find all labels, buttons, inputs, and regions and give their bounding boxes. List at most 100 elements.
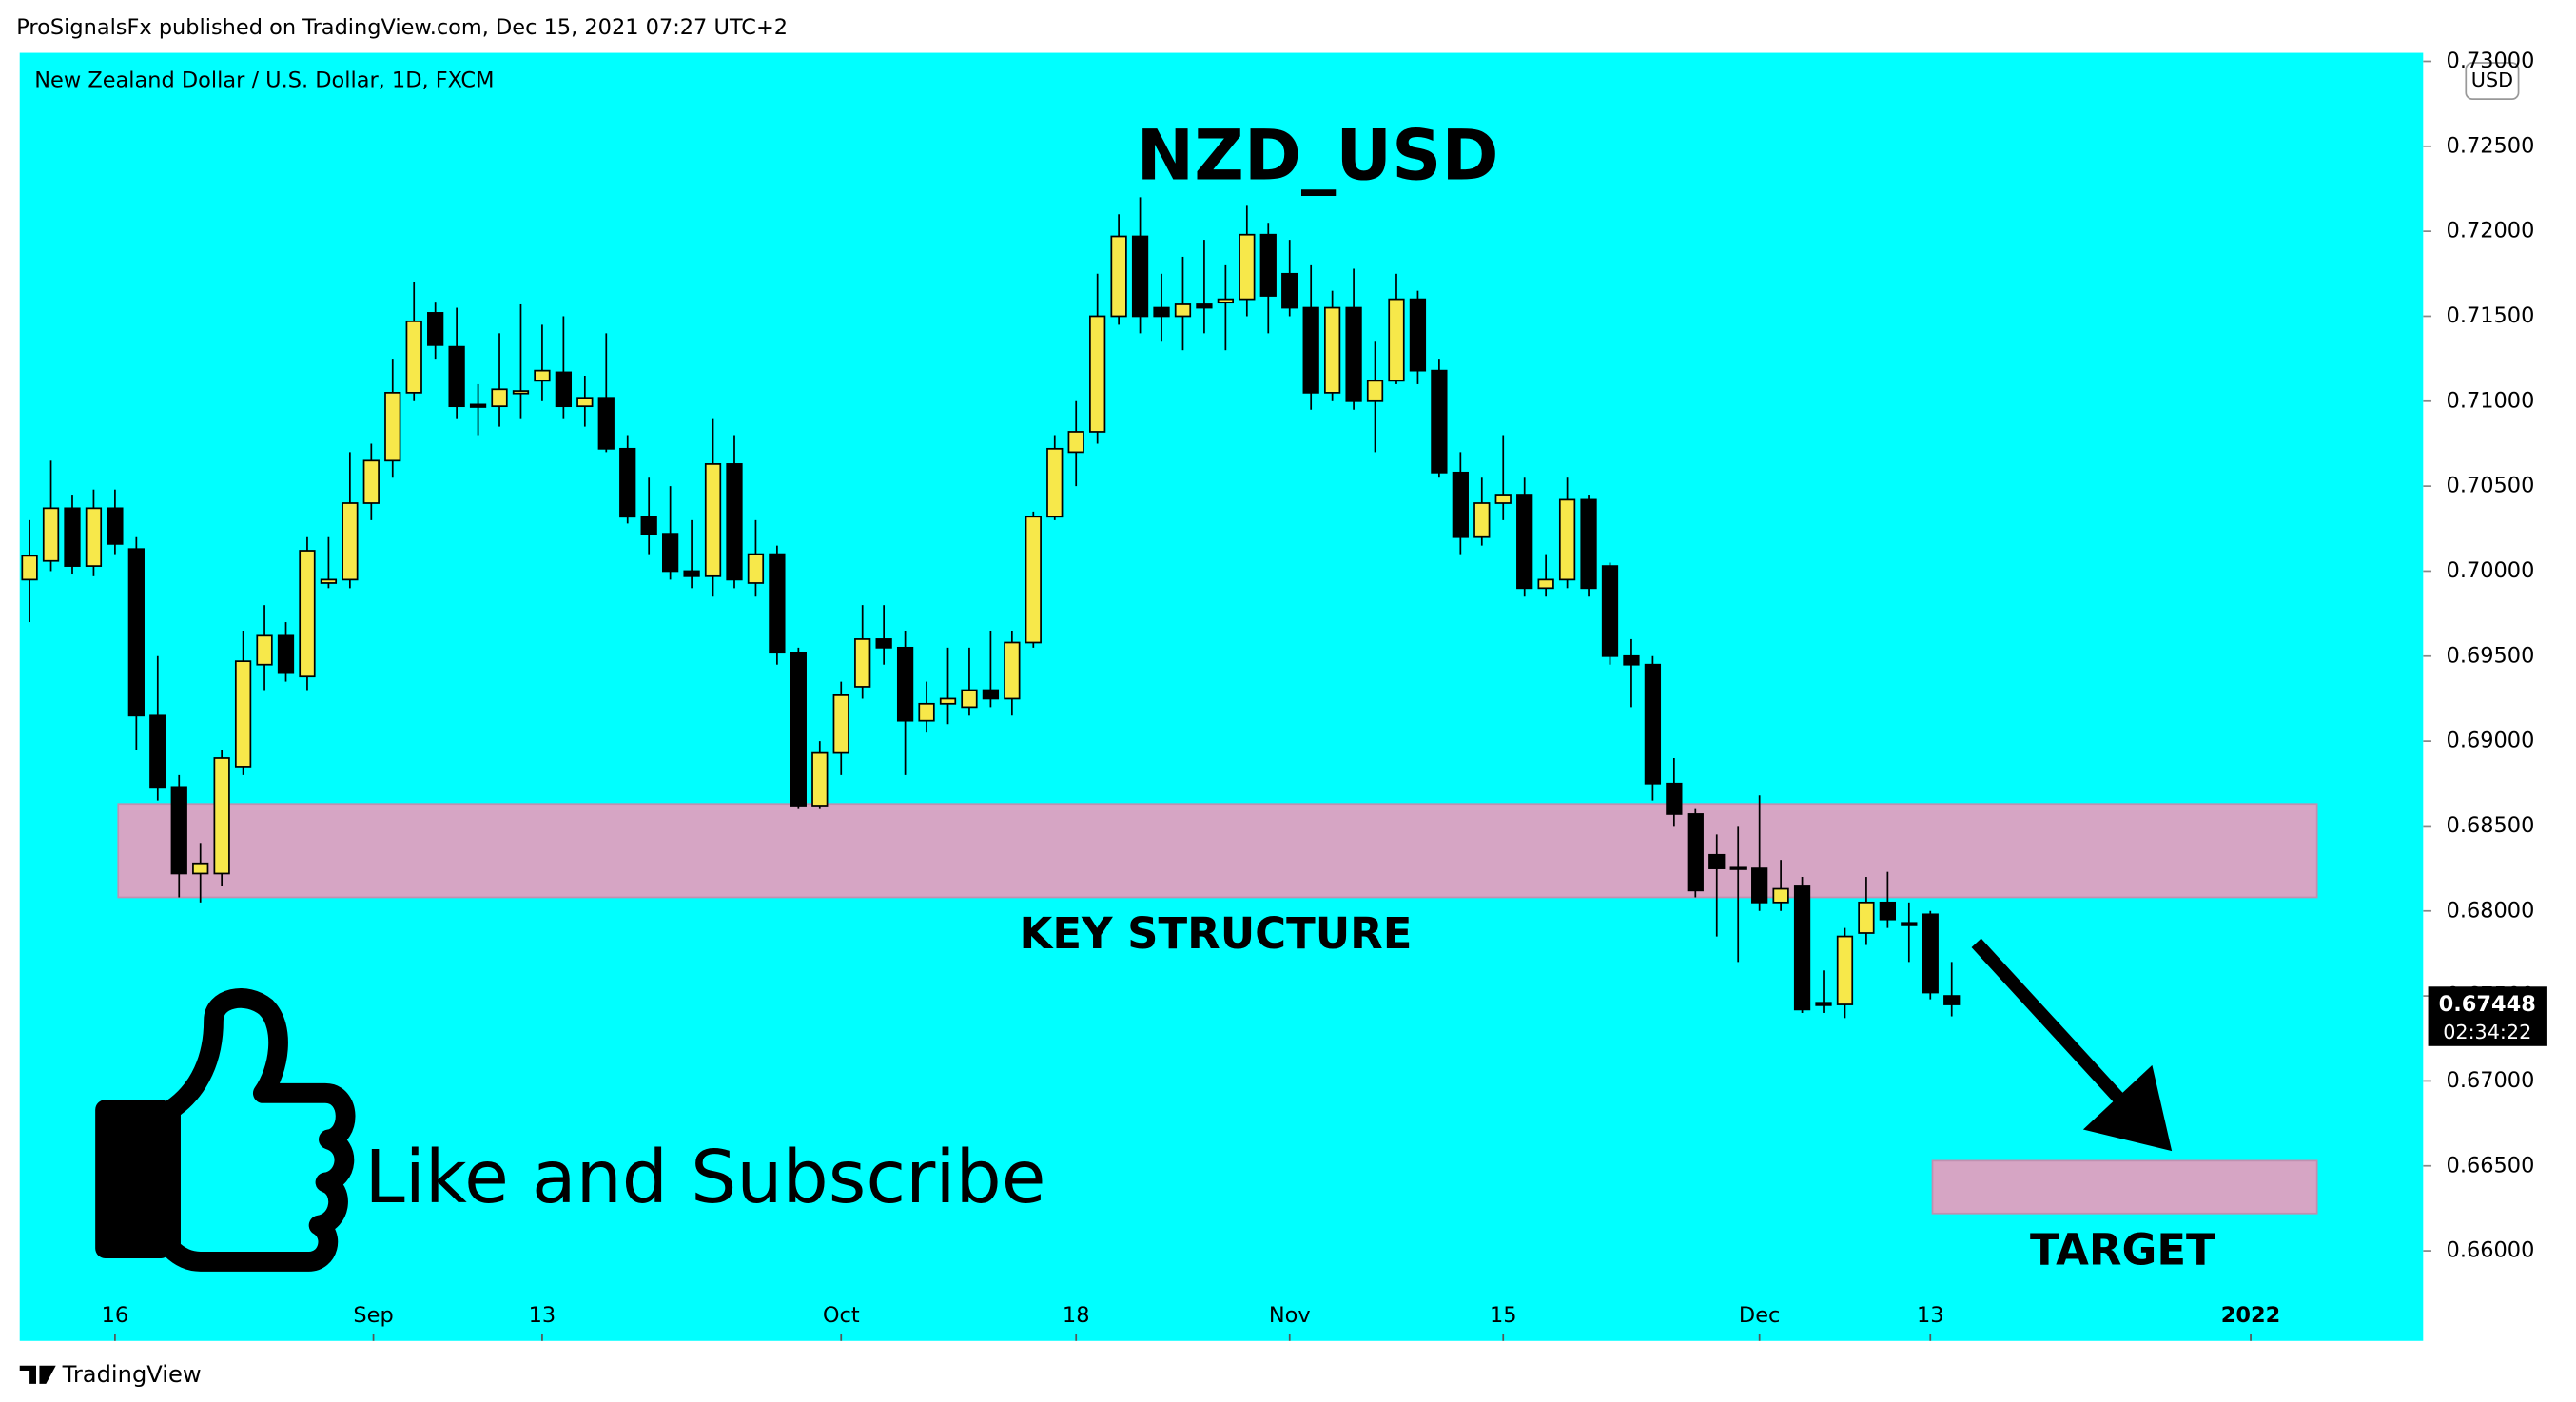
candle-body [1687,813,1704,892]
candle-body [1452,471,1469,538]
candle-body [491,388,508,408]
y-tick-label: 0.72500 [2447,133,2535,158]
candle-body [1815,1002,1832,1006]
candle-body [1409,298,1427,372]
candle-body [1004,641,1021,700]
currency: USD [2471,68,2513,91]
candle-body [896,646,914,722]
candle-body [555,371,573,408]
candle-body [1516,494,1533,590]
candle-body [1601,565,1619,657]
candle-body [469,403,487,408]
candle-body [1345,306,1362,402]
currency-badge [2465,62,2520,101]
candle-body [1666,782,1683,815]
x-tick-label: Oct [823,1303,860,1328]
last-price-box [2428,986,2547,1046]
candle-body [299,550,316,678]
zone-label: TARGET [2030,1224,2215,1275]
candle-body [1089,315,1106,433]
candle-body [213,757,230,875]
candle-body [192,862,209,875]
candle-body [1580,498,1597,590]
candle-body [726,463,743,581]
candle-body [1623,654,1640,666]
candle-body [534,369,551,382]
candle-body [1922,913,1939,994]
candle-body [1644,663,1662,785]
candle-body [1153,306,1170,318]
y-tick-label: 0.71000 [2447,388,2535,413]
candle-body [875,638,892,649]
y-tick-label: 0.73000 [2447,49,2535,73]
y-tick-label: 0.70000 [2447,558,2535,583]
tradingview-logo [19,1365,56,1384]
candle-body [918,702,935,722]
countdown: 02:34:22 [2443,1021,2531,1043]
candle-body [619,447,636,518]
y-tick-label: 0.68000 [2447,898,2535,923]
y-tick-label: 0.68500 [2447,813,2535,838]
candle-body [1239,233,1256,301]
candle-body [1751,867,1768,904]
zone-label: KEY STRUCTURE [1020,908,1413,959]
candle-body [384,391,401,462]
x-axis: 16 Sep 13 Oct 18 Nov 15 Dec 13 2022 [102,1303,2280,1341]
x-tick-label: Nov [1269,1303,1311,1328]
candle-body [811,751,829,807]
annotation: Like and Subscribe [364,1135,1045,1219]
candle-body [1431,369,1448,474]
zones: KEY STRUCTURE TARGET [117,803,2318,1275]
y-tick-label: 0.69500 [2447,643,2535,668]
candle-body [234,660,252,768]
plot-background [19,52,2424,1341]
candle-body [661,533,679,573]
y-tick-label: 0.70500 [2447,474,2535,498]
candle-body [512,390,530,395]
candle-body [149,714,166,789]
candle-body [1217,298,1235,304]
candle-body [170,786,187,875]
symbol: New Zealand Dollar / U.S. Dollar, 1D, FX… [34,68,494,93]
candle-body [1729,866,1747,870]
candle-body [1131,235,1149,318]
x-tick-label: 2022 [2221,1303,2280,1328]
candle-body [1772,887,1789,904]
header: ProSignalsFx published on TradingView.co… [16,15,788,40]
candle-body [85,507,103,567]
candle-body [1046,447,1064,518]
candle-body [1836,935,1854,1005]
candle-body [448,345,465,408]
candle-body [576,397,594,408]
candle-body [1943,995,1961,1005]
candle-body [769,553,786,654]
candle-body [832,694,849,754]
candle-body [704,463,722,577]
candle-body [1302,306,1319,394]
candle-body [1473,502,1491,538]
candle-body [1025,516,1042,644]
arrow [1971,938,2173,1152]
candle-body [1558,498,1576,581]
candle-body [21,555,38,581]
candle-body [1196,303,1213,309]
x-tick-label: 15 [1490,1303,1517,1328]
x-tick-label: 16 [102,1303,129,1328]
candle-body [1858,901,1875,934]
x-tick-label: 13 [529,1303,556,1328]
candle-body [790,652,807,807]
y-tick-label: 0.67000 [2447,1068,2535,1093]
thumbs-up-icon [95,988,356,1272]
candle-body [64,507,81,567]
candle-body [42,507,60,562]
candle-body [1793,885,1811,1011]
candle-body [127,548,145,717]
candle-body [1494,494,1512,504]
price-axis [2423,52,2576,1341]
candle-body [1537,578,1554,590]
candle-body [683,570,700,577]
x-tick-label: 18 [1063,1303,1090,1328]
y-tick-label: 0.71500 [2447,303,2535,328]
candle-body [1259,233,1277,297]
